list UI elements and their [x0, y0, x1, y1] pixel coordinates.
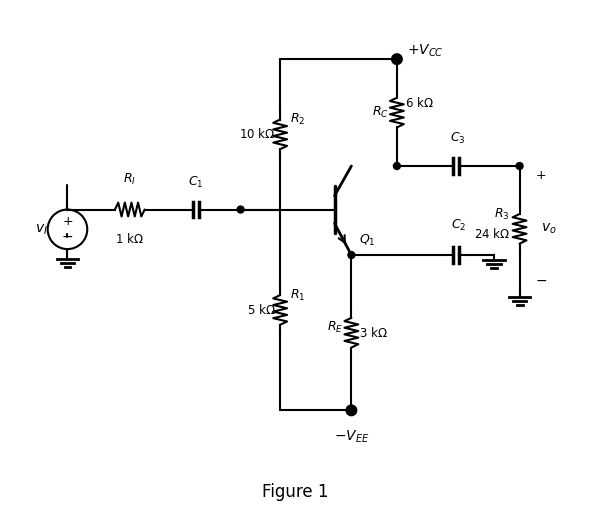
Text: $-V_{EE}$: $-V_{EE}$ — [334, 428, 369, 445]
Text: $-$: $-$ — [535, 273, 548, 287]
Text: $v_I$: $v_I$ — [35, 222, 48, 236]
Text: $Q_1$: $Q_1$ — [359, 233, 376, 248]
Text: +: + — [62, 215, 73, 228]
Text: $R_C$: $R_C$ — [372, 105, 389, 120]
Text: $R_E$: $R_E$ — [327, 320, 343, 336]
Text: $R_3$: $R_3$ — [494, 206, 510, 221]
Text: $R_1$: $R_1$ — [290, 287, 306, 302]
Text: Figure 1: Figure 1 — [262, 483, 328, 501]
Text: $+V_{CC}$: $+V_{CC}$ — [407, 43, 444, 59]
Text: $C_3$: $C_3$ — [450, 131, 466, 146]
Text: 3 k$\Omega$: 3 k$\Omega$ — [359, 326, 388, 340]
Text: −: − — [62, 230, 73, 244]
Circle shape — [346, 405, 356, 415]
Text: 10 k$\Omega$: 10 k$\Omega$ — [239, 127, 275, 141]
Text: $v_o$: $v_o$ — [541, 222, 557, 236]
Text: $R_I$: $R_I$ — [123, 172, 136, 187]
Circle shape — [392, 54, 402, 64]
Circle shape — [348, 252, 355, 258]
Text: +: + — [536, 170, 547, 183]
Circle shape — [516, 162, 523, 170]
Text: 6 k$\Omega$: 6 k$\Omega$ — [405, 96, 434, 110]
Text: $R_2$: $R_2$ — [290, 112, 306, 127]
Text: $C_2$: $C_2$ — [451, 218, 466, 233]
Text: 5 k$\Omega$: 5 k$\Omega$ — [247, 303, 275, 317]
Text: $C_1$: $C_1$ — [188, 175, 204, 190]
Text: 1 k$\Omega$: 1 k$\Omega$ — [116, 232, 144, 246]
Circle shape — [394, 162, 401, 170]
Text: 24 k$\Omega$: 24 k$\Omega$ — [474, 227, 510, 241]
Circle shape — [237, 206, 244, 213]
